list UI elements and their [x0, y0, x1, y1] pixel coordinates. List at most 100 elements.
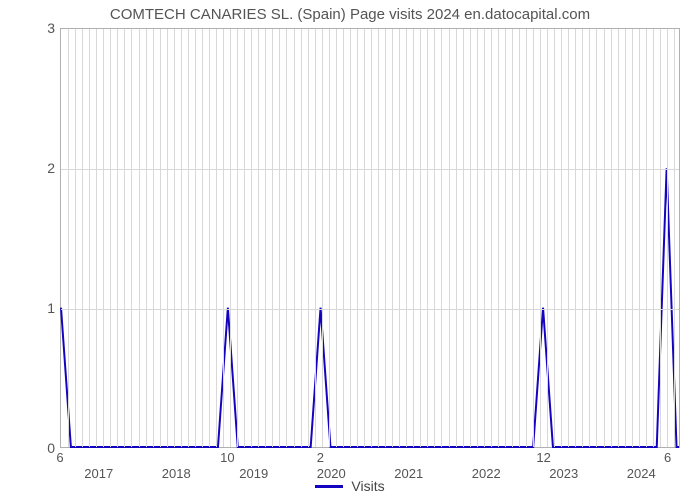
- grid-line-horizontal: [61, 169, 679, 170]
- grid-line-vertical: [357, 29, 358, 447]
- grid-line-vertical: [378, 29, 379, 447]
- grid-line-vertical: [237, 29, 238, 447]
- line-series: [61, 29, 679, 447]
- grid-line-vertical: [286, 29, 287, 447]
- plot-area: [60, 28, 680, 448]
- grid-line-vertical: [202, 29, 203, 447]
- grid-line-vertical: [505, 29, 506, 447]
- grid-line-vertical: [371, 29, 372, 447]
- grid-line-vertical: [244, 29, 245, 447]
- spike-value-label: 6: [664, 450, 671, 465]
- grid-line-vertical: [568, 29, 569, 447]
- grid-line-vertical: [336, 29, 337, 447]
- grid-line-vertical: [167, 29, 168, 447]
- grid-line-vertical: [625, 29, 626, 447]
- grid-line-vertical: [639, 29, 640, 447]
- grid-line-vertical: [449, 29, 450, 447]
- x-tick-year: 2021: [394, 466, 423, 481]
- grid-line-vertical: [209, 29, 210, 447]
- grid-line-vertical: [251, 29, 252, 447]
- grid-line-vertical: [519, 29, 520, 447]
- grid-line-vertical: [596, 29, 597, 447]
- grid-line-vertical: [406, 29, 407, 447]
- grid-line-vertical: [653, 29, 654, 447]
- grid-line-vertical: [434, 29, 435, 447]
- grid-line-vertical: [195, 29, 196, 447]
- grid-line-vertical: [385, 29, 386, 447]
- grid-line-vertical: [618, 29, 619, 447]
- y-tick-label: 3: [0, 20, 55, 36]
- grid-line-vertical: [272, 29, 273, 447]
- grid-line-vertical: [96, 29, 97, 447]
- x-tick-year: 2024: [627, 466, 656, 481]
- legend-swatch: [315, 485, 343, 488]
- grid-line-vertical: [188, 29, 189, 447]
- grid-line-vertical: [611, 29, 612, 447]
- grid-line-vertical: [103, 29, 104, 447]
- grid-line-vertical: [413, 29, 414, 447]
- grid-line-vertical: [540, 29, 541, 447]
- grid-line-vertical: [582, 29, 583, 447]
- y-tick-label: 2: [0, 160, 55, 176]
- y-tick-label: 0: [0, 440, 55, 456]
- grid-line-vertical: [315, 29, 316, 447]
- grid-line-vertical: [153, 29, 154, 447]
- grid-line-vertical: [632, 29, 633, 447]
- chart-title: COMTECH CANARIES SL. (Spain) Page visits…: [0, 6, 700, 23]
- grid-line-vertical: [174, 29, 175, 447]
- grid-line-vertical: [547, 29, 548, 447]
- grid-line-vertical: [308, 29, 309, 447]
- grid-line-vertical: [329, 29, 330, 447]
- x-tick-year: 2020: [317, 466, 346, 481]
- grid-line-vertical: [110, 29, 111, 447]
- grid-line-vertical: [75, 29, 76, 447]
- x-tick-year: 2023: [549, 466, 578, 481]
- grid-line-vertical: [117, 29, 118, 447]
- grid-line-vertical: [674, 29, 675, 447]
- grid-line-vertical: [364, 29, 365, 447]
- grid-line-vertical: [392, 29, 393, 447]
- grid-line-vertical: [498, 29, 499, 447]
- grid-line-vertical: [533, 29, 534, 447]
- spike-value-label: 10: [220, 450, 234, 465]
- grid-line-vertical: [491, 29, 492, 447]
- x-tick-year: 2019: [239, 466, 268, 481]
- grid-line-vertical: [223, 29, 224, 447]
- x-tick-year: 2022: [472, 466, 501, 481]
- grid-line-vertical: [230, 29, 231, 447]
- grid-line-vertical: [427, 29, 428, 447]
- grid-line-vertical: [82, 29, 83, 447]
- grid-line-vertical: [343, 29, 344, 447]
- y-tick-label: 1: [0, 300, 55, 316]
- grid-line-vertical: [477, 29, 478, 447]
- grid-line-vertical: [68, 29, 69, 447]
- spike-value-label: 12: [536, 450, 550, 465]
- grid-line-vertical: [160, 29, 161, 447]
- grid-line-vertical: [216, 29, 217, 447]
- grid-line-vertical: [561, 29, 562, 447]
- grid-line-vertical: [667, 29, 668, 447]
- grid-line-vertical: [604, 29, 605, 447]
- spike-value-label: 6: [56, 450, 63, 465]
- legend-label: Visits: [351, 478, 384, 494]
- grid-line-vertical: [660, 29, 661, 447]
- grid-line-vertical: [575, 29, 576, 447]
- grid-line-vertical: [146, 29, 147, 447]
- grid-line-vertical: [399, 29, 400, 447]
- grid-line-vertical: [646, 29, 647, 447]
- grid-line-vertical: [265, 29, 266, 447]
- grid-line-vertical: [350, 29, 351, 447]
- x-tick-year: 2017: [84, 466, 113, 481]
- x-tick-year: 2018: [162, 466, 191, 481]
- grid-line-vertical: [420, 29, 421, 447]
- grid-line-vertical: [279, 29, 280, 447]
- grid-line-vertical: [456, 29, 457, 447]
- grid-line-vertical: [124, 29, 125, 447]
- grid-line-vertical: [139, 29, 140, 447]
- grid-line-vertical: [322, 29, 323, 447]
- grid-line-vertical: [181, 29, 182, 447]
- grid-line-vertical: [470, 29, 471, 447]
- grid-line-vertical: [526, 29, 527, 447]
- grid-line-vertical: [301, 29, 302, 447]
- grid-line-horizontal: [61, 309, 679, 310]
